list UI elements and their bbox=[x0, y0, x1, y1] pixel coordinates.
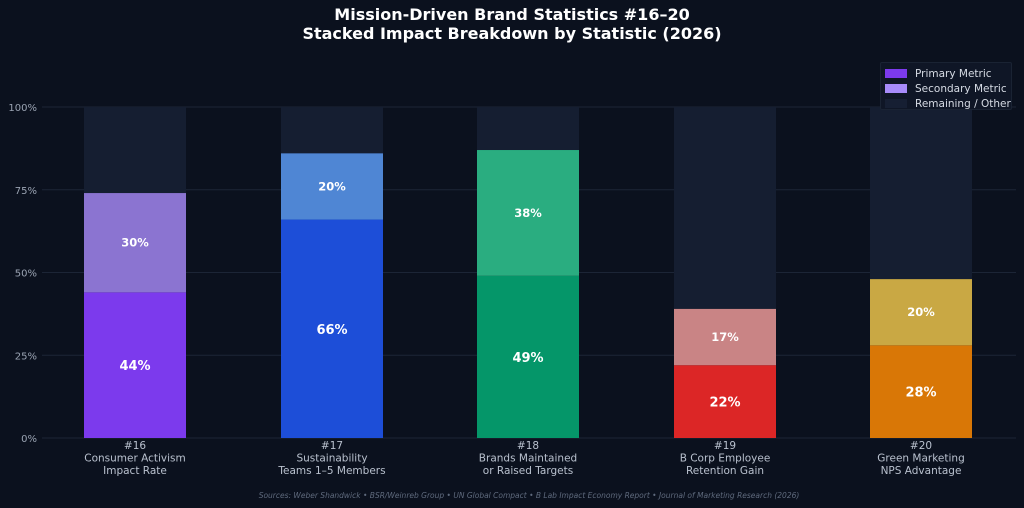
legend-item-secondary: Secondary Metric bbox=[885, 81, 1007, 96]
bar-remaining-4 bbox=[674, 107, 776, 309]
legend: Primary Metric Secondary Metric Remainin… bbox=[880, 62, 1012, 110]
y-tick-label-75: 75% bbox=[15, 186, 37, 197]
legend-swatch-remaining bbox=[885, 99, 907, 108]
bar-primary-4 bbox=[674, 365, 776, 438]
data-label-secondary-5: 20% bbox=[907, 305, 935, 319]
bar-primary-3 bbox=[477, 275, 579, 438]
data-label-secondary-2: 20% bbox=[318, 179, 346, 193]
x-tick-label-4-line-1: #19 bbox=[714, 440, 736, 452]
data-label-primary-2: 66% bbox=[316, 323, 347, 338]
y-tick-label-0: 0% bbox=[21, 434, 37, 445]
x-tick-label-3-line-1: #18 bbox=[517, 440, 539, 452]
bar-remaining-2 bbox=[281, 107, 383, 154]
legend-item-primary: Primary Metric bbox=[885, 66, 1007, 81]
y-tick-label-100: 100% bbox=[8, 103, 37, 114]
chart-title: Mission-Driven Brand Statistics #16–20 bbox=[334, 5, 690, 24]
y-tick-label-25: 25% bbox=[15, 351, 37, 362]
legend-swatch-secondary bbox=[885, 84, 907, 93]
bar-remaining-1 bbox=[84, 107, 186, 194]
legend-label-primary: Primary Metric bbox=[915, 67, 992, 80]
bar-primary-1 bbox=[84, 292, 186, 438]
x-tick-label-5-line-3: NPS Advantage bbox=[881, 465, 962, 477]
bar-secondary-5 bbox=[870, 279, 972, 346]
source-footnote: Sources: Weber Shandwick • BSR/Weinreb G… bbox=[258, 491, 800, 500]
x-tick-label-1-line-2: Consumer Activism bbox=[84, 453, 186, 465]
data-label-primary-1: 44% bbox=[119, 359, 150, 374]
x-tick-label-2-line-1: #17 bbox=[321, 440, 343, 452]
data-label-primary-4: 22% bbox=[709, 396, 740, 411]
x-tick-label-4-line-3: Retention Gain bbox=[686, 465, 764, 477]
x-tick-label-5-line-2: Green Marketing bbox=[877, 453, 964, 465]
legend-swatch-primary bbox=[885, 69, 907, 78]
chart-title-block: Mission-Driven Brand Statistics #16–20 S… bbox=[0, 5, 1024, 43]
x-tick-label-1-line-3: Impact Rate bbox=[103, 465, 167, 477]
x-tick-label-3-line-2: Brands Maintained bbox=[479, 453, 577, 465]
x-tick-label-2-line-3: Teams 1–5 Members bbox=[277, 465, 385, 477]
data-label-secondary-4: 17% bbox=[711, 330, 739, 344]
legend-label-remaining: Remaining / Other bbox=[915, 97, 1011, 110]
bar-remaining-3 bbox=[477, 107, 579, 151]
bar-secondary-4 bbox=[674, 308, 776, 366]
bar-secondary-3 bbox=[477, 150, 579, 276]
legend-label-secondary: Secondary Metric bbox=[915, 82, 1007, 95]
x-tick-label-5-line-1: #20 bbox=[910, 440, 932, 452]
x-tick-label-1-line-1: #16 bbox=[124, 440, 146, 452]
bar-secondary-1 bbox=[84, 193, 186, 293]
data-label-primary-3: 49% bbox=[512, 351, 543, 366]
bar-primary-2 bbox=[281, 219, 383, 438]
data-label-primary-5: 28% bbox=[905, 386, 936, 401]
chart-subtitle: Stacked Impact Breakdown by Statistic (2… bbox=[302, 24, 722, 43]
data-label-secondary-1: 30% bbox=[121, 236, 149, 250]
data-label-secondary-3: 38% bbox=[514, 206, 542, 220]
legend-item-remaining: Remaining / Other bbox=[885, 96, 1011, 111]
x-tick-label-3-line-3: or Raised Targets bbox=[483, 465, 573, 477]
bar-primary-5 bbox=[870, 345, 972, 438]
x-tick-label-2-line-2: Sustainability bbox=[296, 453, 367, 465]
x-tick-label-4-line-2: B Corp Employee bbox=[680, 453, 771, 465]
bar-remaining-5 bbox=[870, 107, 972, 280]
bar-secondary-2 bbox=[281, 153, 383, 220]
y-tick-label-50: 50% bbox=[15, 269, 37, 280]
